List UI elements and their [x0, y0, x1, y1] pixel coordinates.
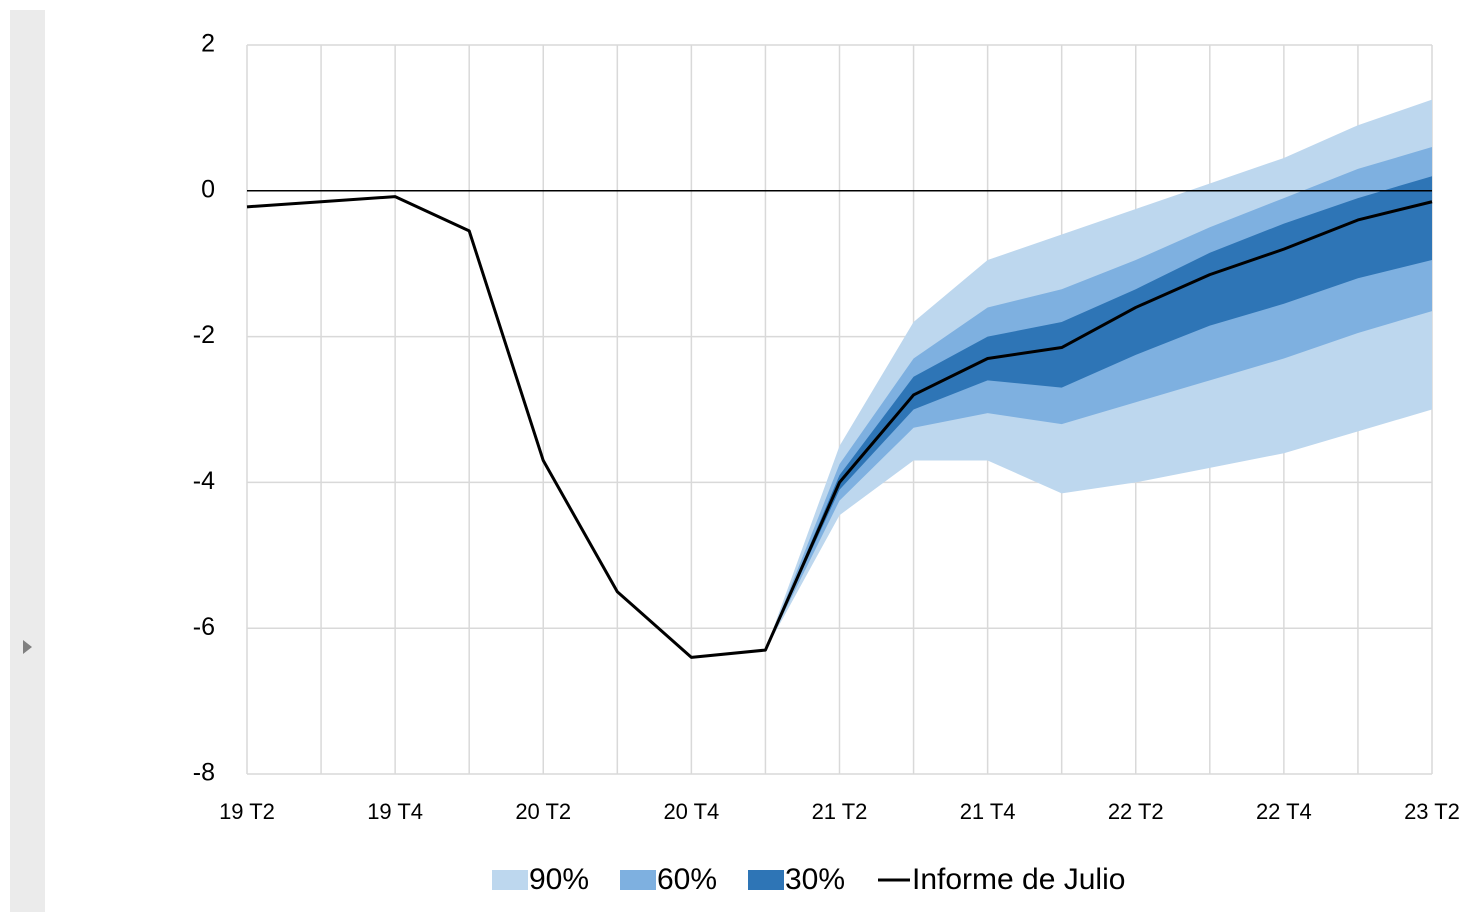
y-tick-label: -8 [193, 759, 215, 787]
x-tick-label: 20 T2 [515, 799, 571, 824]
legend-swatch [620, 870, 656, 890]
legend-swatch [748, 870, 784, 890]
x-tick-label: 22 T4 [1256, 799, 1312, 824]
x-tick-label: 19 T2 [219, 799, 275, 824]
y-tick-label: -6 [193, 613, 215, 641]
legend-label: 90% [529, 863, 589, 896]
x-tick-label: 21 T2 [812, 799, 868, 824]
y-tick-label: 2 [201, 30, 215, 58]
legend-label: Informe de Julio [912, 863, 1125, 896]
sidebar [10, 10, 45, 912]
x-tick-label: 20 T4 [663, 799, 719, 824]
expand-arrow[interactable] [23, 640, 32, 654]
legend: 90% 60% 30% Informe de Julio [492, 863, 1125, 896]
x-tick-label: 22 T2 [1108, 799, 1164, 824]
marks [246, 99, 1433, 659]
line [246, 195, 1433, 659]
labels: 19 T2 19 T4 20 T2 20 T4 21 T2 21 T4 22 T2 22 T4… [193, 30, 1460, 824]
x-tick-label: 23 T2 [1404, 799, 1460, 824]
legend-swatch [492, 870, 528, 890]
legend-label: 60% [657, 863, 717, 896]
y-tick-label: 0 [201, 175, 215, 203]
x-tick-label: 21 T4 [960, 799, 1016, 824]
y-tick-label: -4 [193, 467, 215, 495]
x-tick-label: 19 T4 [367, 799, 423, 824]
fan-band [765, 176, 1432, 651]
y-tick-label: -2 [193, 321, 215, 349]
legend-label: 30% [785, 863, 845, 896]
